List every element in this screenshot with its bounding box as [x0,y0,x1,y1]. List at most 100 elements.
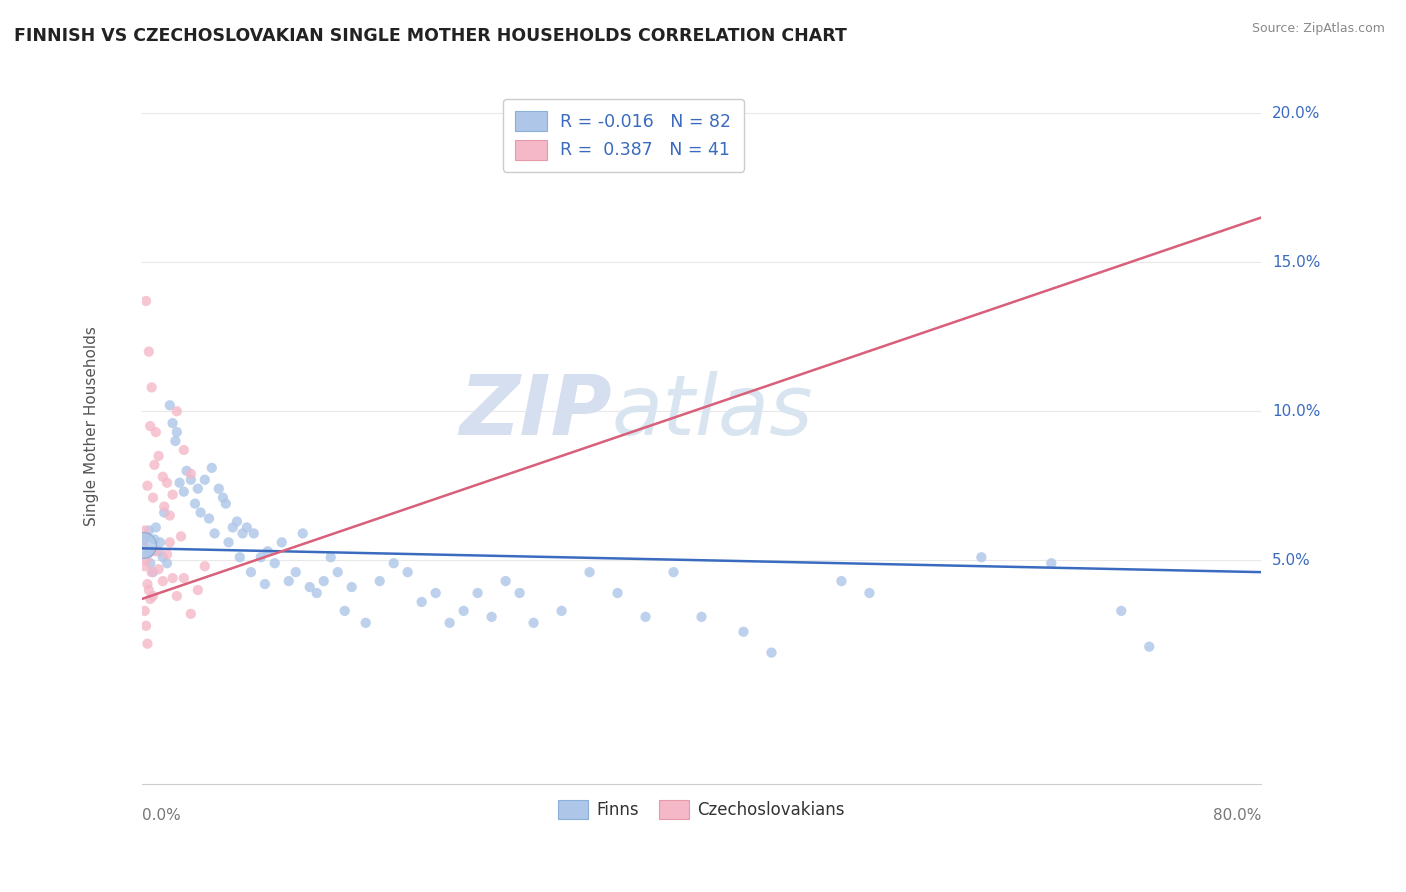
Point [439,615,461,630]
Point [166,404,188,418]
Point [212,491,235,505]
Point [242,526,264,541]
Point [662,565,685,579]
Text: FINNISH VS CZECHOSLOVAKIAN SINGLE MOTHER HOUSEHOLDS CORRELATION CHART: FINNISH VS CZECHOSLOVAKIAN SINGLE MOTHER… [14,27,846,45]
Point [194,473,217,487]
Point [180,607,202,621]
Point [152,470,174,484]
Point [305,586,328,600]
Point [166,425,188,439]
Point [467,586,489,600]
Point [690,610,713,624]
Point [830,574,852,588]
Point [1137,640,1160,654]
Point [229,550,252,565]
Point [634,610,657,624]
Point [396,565,419,579]
Point [198,511,221,525]
Point [139,556,162,570]
Point [222,520,245,534]
Point [256,544,278,558]
Point [204,526,226,541]
Point [141,380,163,394]
Text: 15.0%: 15.0% [1272,255,1320,269]
Point [354,615,377,630]
Point [134,533,156,547]
Point [263,556,285,570]
Point [139,591,162,606]
Point [201,460,224,475]
Point [135,619,157,633]
Point [165,434,187,448]
Point [249,550,271,565]
Point [145,520,167,534]
Point [291,526,314,541]
Point [298,580,321,594]
Point [162,571,184,585]
Point [382,556,405,570]
Point [761,646,783,660]
Point [143,533,166,547]
Text: 0.0%: 0.0% [142,807,180,822]
Point [312,574,335,588]
Point [606,586,628,600]
Text: atlas: atlas [612,371,814,452]
Point [145,544,167,558]
Point [173,442,195,457]
Point [481,610,503,624]
Text: ZIP: ZIP [460,371,612,452]
Point [142,491,165,505]
Point [169,475,191,490]
Point [149,535,172,549]
Text: 10.0%: 10.0% [1272,404,1320,418]
Point [148,562,170,576]
Point [162,416,184,430]
Point [141,565,163,579]
Point [166,589,188,603]
Text: 20.0%: 20.0% [1272,106,1320,120]
Point [138,344,160,359]
Point [733,624,755,639]
Point [215,497,238,511]
Point [232,526,254,541]
Point [159,398,181,412]
Point [578,565,600,579]
Point [153,500,176,514]
Point [509,586,531,600]
Point [134,604,156,618]
Point [253,577,276,591]
Point [523,615,546,630]
Point [132,538,155,552]
Point [326,565,349,579]
Point [136,637,159,651]
Point [218,535,240,549]
Point [148,544,170,558]
Point [138,524,160,538]
Text: Source: ZipAtlas.com: Source: ZipAtlas.com [1251,22,1385,36]
Point [180,473,202,487]
Point [194,559,217,574]
Point [143,458,166,472]
Point [226,515,249,529]
Point [277,574,299,588]
Point [148,449,170,463]
Point [145,425,167,439]
Point [153,506,176,520]
Point [425,586,447,600]
Point [187,482,209,496]
Point [236,520,259,534]
Point [142,565,165,579]
Point [340,580,363,594]
Point [139,419,162,434]
Point [187,582,209,597]
Point [156,547,179,561]
Point [136,547,159,561]
Point [190,506,212,520]
Point [270,535,292,549]
Point [284,565,307,579]
Point [134,524,156,538]
Point [141,544,163,558]
Text: Single Mother Households: Single Mother Households [84,326,98,526]
Legend: Finns, Czechoslovakians: Finns, Czechoslovakians [551,793,852,825]
Text: 5.0%: 5.0% [1272,553,1310,567]
